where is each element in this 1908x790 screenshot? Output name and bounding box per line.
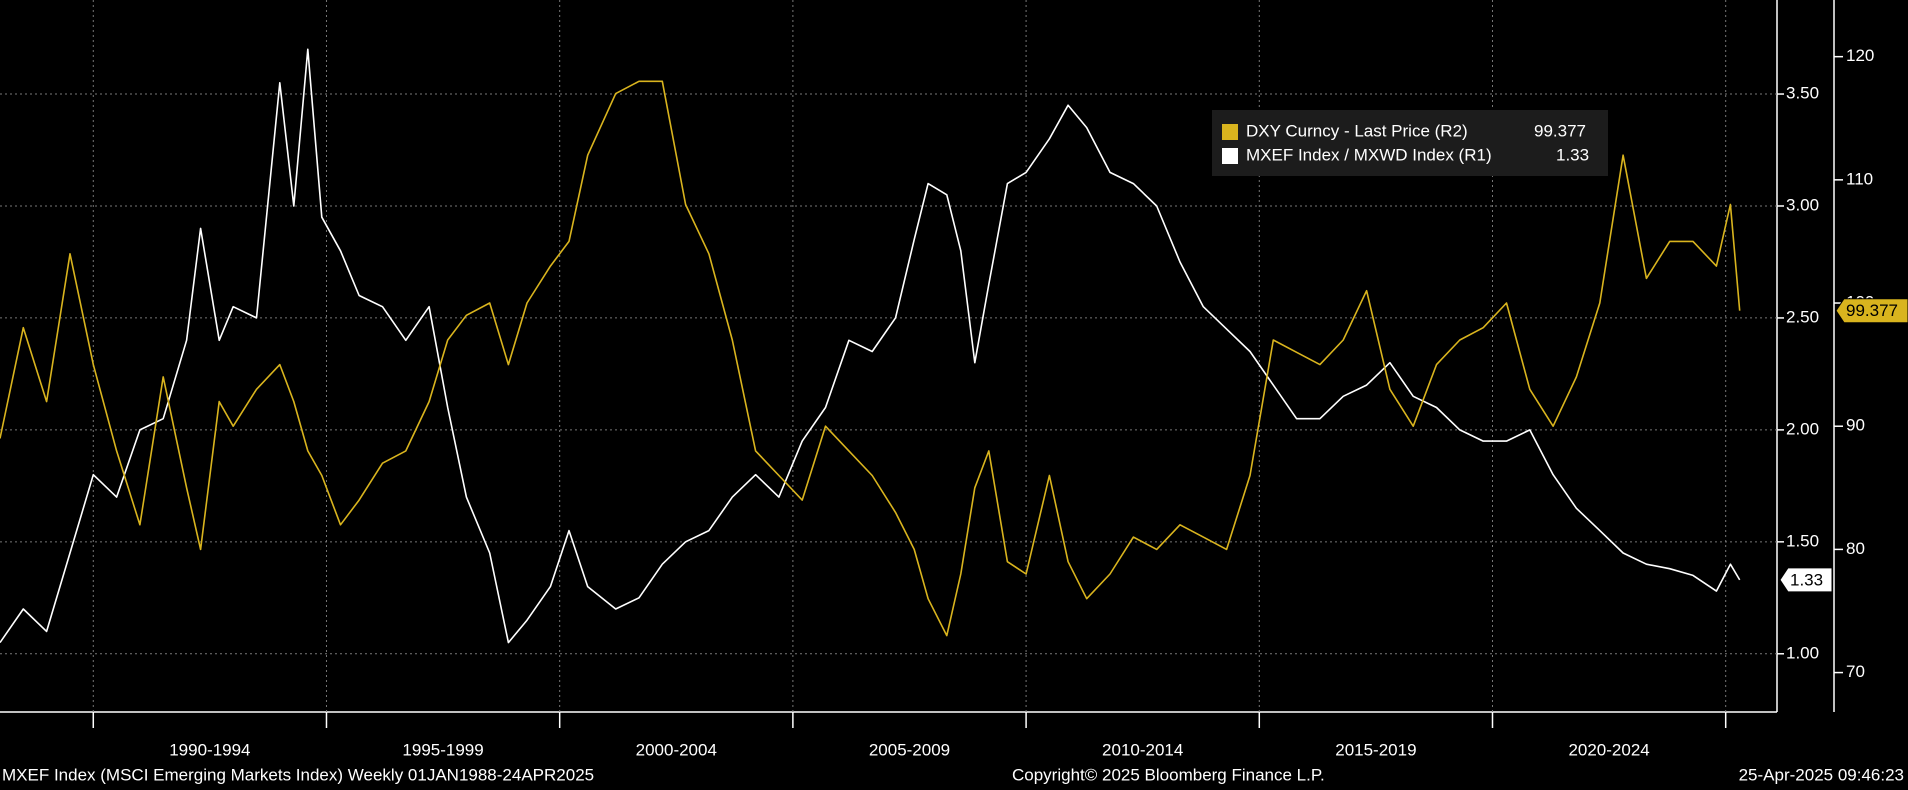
legend-swatch [1222, 124, 1238, 140]
last-value-label: 99.377 [1846, 301, 1898, 320]
y-tick-label: 2.50 [1786, 307, 1819, 326]
source-note: MXEF Index (MSCI Emerging Markets Index)… [2, 765, 594, 784]
x-period-label: 2000-2004 [636, 740, 717, 759]
x-period-label: 2020-2024 [1568, 740, 1649, 759]
last-value-label: 1.33 [1790, 570, 1823, 589]
x-period-label: 2005-2009 [869, 740, 950, 759]
legend-label: DXY Curncy - Last Price (R2) [1246, 121, 1468, 140]
legend-label: MXEF Index / MXWD Index (R1) [1246, 145, 1492, 164]
y-tick-label: 3.00 [1786, 195, 1819, 214]
legend-value: 1.33 [1556, 145, 1589, 164]
x-period-label: 2010-2014 [1102, 740, 1183, 759]
legend-swatch [1222, 148, 1238, 164]
y-tick-label: 2.00 [1786, 419, 1819, 438]
y2-tick-label: 90 [1846, 416, 1865, 435]
y2-tick-label: 70 [1846, 662, 1865, 681]
y2-tick-label: 80 [1846, 539, 1865, 558]
legend: DXY Curncy - Last Price (R2) 99.377 MXEF I… [1212, 110, 1608, 176]
series-line [0, 80, 1741, 637]
last-value-tag [1779, 567, 1833, 593]
y-tick-label: 3.50 [1786, 84, 1819, 103]
x-period-label: 1990-1994 [169, 740, 250, 759]
last-value-tag [1835, 298, 1908, 324]
y2-tick-label: 120 [1846, 46, 1874, 65]
x-period-label: 1995-1999 [402, 740, 483, 759]
x-period-label: 2015-2019 [1335, 740, 1416, 759]
copyright: Copyright© 2025 Bloomberg Finance L.P. [1012, 765, 1325, 784]
timestamp: 25-Apr-2025 09:46:23 [1739, 765, 1904, 784]
y-tick-label: 1.00 [1786, 643, 1819, 662]
y-tick-label: 1.50 [1786, 531, 1819, 550]
legend-value: 99.377 [1534, 121, 1586, 140]
y2-tick-label: 110 [1846, 169, 1873, 188]
series-line [0, 48, 1741, 644]
legend-box [1212, 110, 1608, 176]
